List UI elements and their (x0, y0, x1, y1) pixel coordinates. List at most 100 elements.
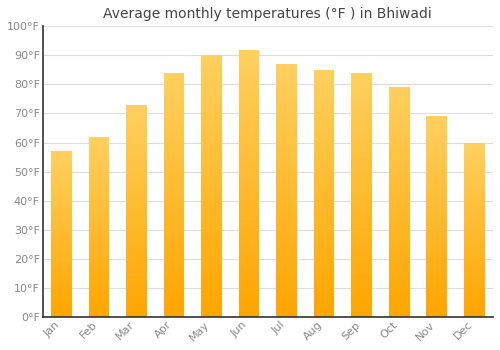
Bar (88, 148, 109, 150)
Bar (389, 145, 409, 148)
Bar (51, 296, 72, 298)
Bar (314, 230, 334, 233)
Bar (51, 189, 72, 190)
Bar (88, 202, 109, 204)
Bar (164, 155, 184, 158)
Bar (352, 289, 372, 293)
Bar (426, 259, 447, 262)
Bar (126, 145, 147, 147)
Bar (314, 91, 334, 95)
Bar (276, 266, 297, 270)
Bar (352, 268, 372, 271)
Bar (352, 110, 372, 112)
Bar (352, 256, 372, 259)
Bar (164, 280, 184, 283)
Bar (389, 239, 409, 242)
Bar (426, 304, 447, 307)
Bar (276, 270, 297, 273)
Bar (389, 156, 409, 159)
Bar (389, 219, 409, 222)
Bar (201, 131, 222, 134)
Bar (352, 253, 372, 256)
Bar (464, 156, 484, 158)
Bar (238, 293, 260, 297)
Bar (51, 162, 72, 164)
Bar (464, 188, 484, 190)
Bar (426, 131, 447, 134)
Bar (126, 301, 147, 303)
Bar (276, 175, 297, 178)
Bar (352, 140, 372, 143)
Bar (51, 199, 72, 201)
Bar (201, 104, 222, 108)
Bar (389, 102, 409, 105)
Bar (201, 101, 222, 104)
Bar (389, 259, 409, 262)
Bar (389, 182, 409, 185)
Bar (276, 203, 297, 206)
Bar (276, 124, 297, 127)
Bar (238, 116, 260, 120)
Bar (164, 100, 184, 103)
Bar (238, 183, 260, 187)
Bar (164, 170, 184, 174)
Bar (389, 277, 409, 280)
Bar (238, 210, 260, 213)
Bar (352, 240, 372, 244)
Bar (164, 137, 184, 140)
Bar (238, 230, 260, 233)
Bar (238, 237, 260, 240)
Bar (126, 259, 147, 261)
Bar (88, 204, 109, 206)
Bar (164, 259, 184, 262)
Bar (426, 237, 447, 239)
Bar (426, 154, 447, 156)
Bar (88, 191, 109, 193)
Bar (276, 143, 297, 146)
Bar (88, 294, 109, 296)
Bar (126, 227, 147, 229)
Bar (426, 264, 447, 267)
Bar (464, 304, 484, 306)
Bar (164, 268, 184, 271)
Bar (51, 261, 72, 263)
Bar (126, 269, 147, 272)
Bar (314, 221, 334, 224)
Bar (352, 308, 372, 311)
Bar (464, 142, 484, 145)
Bar (314, 135, 334, 138)
Bar (352, 91, 372, 94)
Bar (276, 156, 297, 159)
Bar (464, 217, 484, 219)
Bar (51, 230, 72, 232)
Bar (238, 79, 260, 83)
Bar (88, 157, 109, 159)
Bar (238, 66, 260, 70)
Bar (164, 302, 184, 304)
Bar (164, 149, 184, 152)
Bar (426, 124, 447, 126)
Bar (238, 60, 260, 63)
Bar (126, 293, 147, 296)
Bar (238, 170, 260, 173)
Bar (126, 128, 147, 131)
Bar (464, 223, 484, 225)
Bar (426, 206, 447, 209)
Bar (164, 308, 184, 311)
Bar (464, 260, 484, 262)
Bar (314, 292, 334, 295)
Bar (51, 195, 72, 197)
Bar (164, 174, 184, 176)
Bar (238, 53, 260, 56)
Bar (352, 311, 372, 314)
Bar (352, 76, 372, 79)
Bar (51, 187, 72, 189)
Bar (126, 312, 147, 314)
Bar (164, 134, 184, 137)
Bar (314, 280, 334, 283)
Bar (88, 247, 109, 249)
Bar (88, 227, 109, 229)
Bar (276, 222, 297, 225)
Bar (276, 235, 297, 238)
Bar (426, 194, 447, 197)
